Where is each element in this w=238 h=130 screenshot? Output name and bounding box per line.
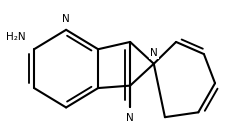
Text: N: N bbox=[150, 48, 158, 58]
Text: N: N bbox=[126, 113, 134, 123]
Text: H₂N: H₂N bbox=[6, 32, 26, 42]
Text: N: N bbox=[62, 14, 70, 24]
